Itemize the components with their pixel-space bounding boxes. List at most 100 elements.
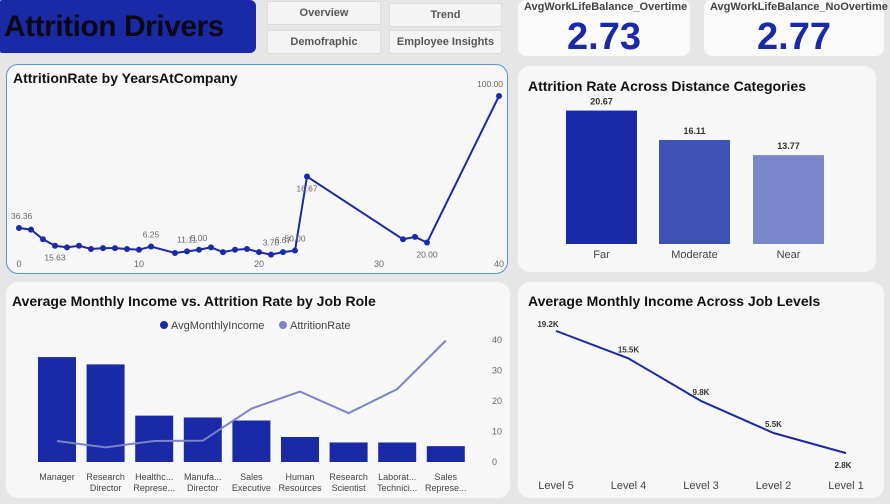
category-label: Manager <box>39 472 75 482</box>
data-point <box>16 225 22 232</box>
data-label: 11.11 <box>177 234 197 244</box>
category-label: Sales <box>435 472 458 482</box>
data-point <box>256 249 262 256</box>
income-bar <box>232 420 271 462</box>
data-point <box>172 249 178 256</box>
x-tick-label: 30 <box>374 259 384 269</box>
kpi-value: 2.77 <box>757 16 831 58</box>
data-point <box>268 251 274 258</box>
data-label: 19.2K <box>537 320 559 329</box>
x-tick-label: 10 <box>134 259 144 269</box>
data-point <box>76 242 82 249</box>
kpi-label: AvgWorkLifeBalance_Overtime <box>524 1 688 13</box>
chart-card-job-levels[interactable]: Average Monthly Income Across Job Levels <box>518 282 884 498</box>
chart-card-years-at-company[interactable]: AttritionRate by YearsAtCompany <box>6 64 508 274</box>
category-label: Near <box>777 249 801 261</box>
data-point <box>64 244 70 251</box>
line-chart-job-levels: 19.2K Level 5 15.5K Level 4 9.8K Level 3 5.5K L… <box>537 320 863 492</box>
category-label: Level 4 <box>611 480 646 492</box>
data-point <box>52 242 58 249</box>
attrition-rate-line <box>56 339 447 449</box>
data-label: 100.00 <box>477 79 503 89</box>
data-point <box>28 226 34 233</box>
nav-overview-button[interactable]: Overview <box>267 1 381 25</box>
kpi-card-no-overtime: AvgWorkLifeBalance_NoOvertime 2.77 <box>704 0 888 58</box>
category-label: Far <box>593 249 610 261</box>
data-label: 2.8K <box>835 461 852 470</box>
category-label: Executive <box>232 483 271 493</box>
legend-label-attrition: AttritionRate <box>290 320 351 332</box>
nav-trend-button[interactable]: Trend <box>389 3 502 27</box>
category-label: Research <box>86 472 125 482</box>
bar-value-label: 16.11 <box>683 126 705 136</box>
category-label: Represe... <box>425 483 467 493</box>
data-label: 3.70 <box>263 238 280 248</box>
kpi-card-overtime: AvgWorkLifeBalance_Overtime 2.73 <box>518 0 690 58</box>
income-bar <box>378 442 417 462</box>
category-label: Represe... <box>133 483 175 493</box>
category-label: Sales <box>240 472 263 482</box>
bar <box>659 140 730 244</box>
chart-title: AttritionRate by YearsAtCompany <box>13 70 238 86</box>
data-label: 20.00 <box>416 250 438 260</box>
data-label: 36.36 <box>11 211 33 221</box>
category-label: Laborat... <box>378 472 416 482</box>
income-bar <box>329 442 368 462</box>
category-label: Director <box>187 483 219 493</box>
income-bar <box>38 357 76 462</box>
data-label: 15.5K <box>618 345 640 354</box>
data-point <box>424 239 430 246</box>
data-point <box>40 236 46 243</box>
bar-chart-distance: 20.67 Far 16.11 Moderate 13.77 Near <box>566 97 824 261</box>
x-tick-label: 0 <box>16 259 21 269</box>
income-bar <box>281 436 319 462</box>
data-point <box>244 245 250 252</box>
attrition-line <box>18 95 500 256</box>
page-title: Attrition Drivers <box>4 10 224 43</box>
legend-marker-attrition <box>279 321 287 329</box>
category-label: Research <box>329 472 368 482</box>
x-tick-label: 40 <box>494 259 504 269</box>
data-point <box>196 246 202 253</box>
data-point <box>220 249 226 256</box>
data-point <box>232 246 238 253</box>
data-label: 5.00 <box>191 233 208 243</box>
bar <box>566 110 637 244</box>
nav-demographic-button[interactable]: Demofraphic <box>267 30 381 54</box>
right-axis-tick: 10 <box>492 427 502 437</box>
chart-title: Average Monthly Income Across Job Levels <box>528 293 821 309</box>
category-label: Moderate <box>671 249 717 261</box>
data-point <box>112 245 118 252</box>
legend-label-income: AvgMonthlyIncome <box>171 320 264 332</box>
bar <box>753 155 824 244</box>
data-point <box>304 173 310 180</box>
category-label: Technici... <box>377 483 417 493</box>
data-label: 50.00 <box>284 234 306 244</box>
data-point <box>184 248 190 255</box>
category-label: Healthc... <box>135 472 173 482</box>
chart-title: Attrition Rate Across Distance Categorie… <box>528 78 806 94</box>
data-point <box>136 246 142 253</box>
nav-employee-insights-button[interactable]: Employee Insights <box>389 30 502 54</box>
bar-value-label: 20.67 <box>590 97 613 107</box>
income-bar <box>426 446 465 462</box>
data-label: 5.5K <box>765 420 782 429</box>
category-label: Level 3 <box>683 480 718 492</box>
data-point <box>292 247 298 254</box>
category-label: Level 1 <box>828 480 863 492</box>
data-point <box>148 243 154 250</box>
category-label: Manufa... <box>184 472 222 482</box>
right-axis-tick: 20 <box>492 396 502 406</box>
data-point <box>100 245 106 252</box>
category-label: Level 2 <box>756 480 791 492</box>
data-label: 15.63 <box>44 253 66 263</box>
right-axis-tick: 40 <box>492 335 502 345</box>
data-label: 9.8K <box>693 388 710 397</box>
data-label: 16.67 <box>296 184 318 194</box>
data-point <box>412 233 418 240</box>
income-bar <box>135 415 174 462</box>
category-label: Human <box>285 472 314 482</box>
legend-marker-income <box>160 321 168 329</box>
